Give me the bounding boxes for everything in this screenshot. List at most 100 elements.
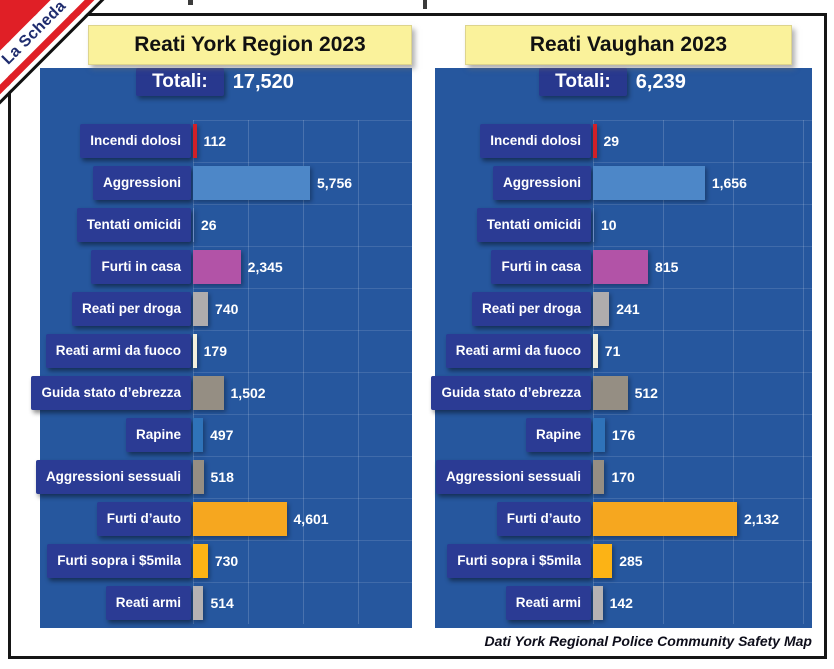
corner-ribbon: La Scheda	[0, 0, 118, 118]
chart-row: Reati per droga 740	[40, 288, 412, 330]
bar	[193, 376, 224, 410]
chart-row: Furti d’auto 4,601	[40, 498, 412, 540]
bar	[593, 292, 610, 326]
category-label: Aggressioni	[492, 166, 591, 200]
category-label: Rapine	[125, 418, 191, 452]
bar-value: 142	[609, 595, 633, 611]
bar-value: 497	[210, 427, 234, 443]
bar-value: 740	[215, 301, 239, 317]
bar-value: 29	[603, 133, 620, 149]
chart-row: Tentati omicidi 10	[435, 204, 812, 246]
bar-value: 2,345	[247, 259, 283, 275]
chart-row: Tentati omicidi 26	[40, 204, 412, 246]
category-label: Furti sopra i $5mila	[447, 544, 591, 578]
category-label: Furti d’auto	[496, 502, 591, 536]
chart-row: Furti in casa 815	[435, 246, 812, 288]
bar	[193, 250, 241, 284]
bar	[193, 292, 209, 326]
bar-value: 730	[214, 553, 239, 569]
total-row: Totali: 6,239	[435, 68, 812, 118]
bar-value: 1,656	[711, 175, 747, 191]
bar-value: 518	[210, 469, 234, 485]
bar-value: 170	[611, 469, 635, 485]
chart-row: Reati armi 514	[40, 582, 412, 624]
chart-row: Reati per droga 241	[435, 288, 812, 330]
chart-row: Aggressioni sessuali 518	[35, 456, 412, 498]
data-source-caption: Dati York Regional Police Community Safe…	[484, 633, 812, 649]
bar-value: 176	[611, 427, 636, 443]
category-label: Furti in casa	[491, 250, 591, 284]
bar	[593, 124, 597, 158]
bar-value: 512	[634, 385, 658, 401]
gridlines	[593, 120, 812, 624]
chart-row: Guida stato d’ebrezza 512	[431, 372, 812, 414]
category-label: Furti sopra i $5mila	[47, 544, 191, 578]
category-label: Reati per droga	[471, 292, 591, 326]
gridlines	[193, 120, 412, 624]
bar-value: 514	[210, 595, 234, 611]
bar	[593, 586, 603, 620]
bar-value: 1,502	[230, 385, 266, 401]
chart-row: Reati armi da fuoco 179	[40, 330, 412, 372]
chart-row: Aggressioni 1,656	[435, 162, 812, 204]
chart-row: Furti sopra i $5mila 285	[435, 540, 812, 582]
category-label: Incendi dolosi	[480, 124, 591, 158]
bar-value: 2,132	[744, 511, 780, 527]
bar	[593, 250, 649, 284]
bar	[593, 334, 598, 368]
category-label: Reati per droga	[71, 292, 191, 326]
bar	[593, 376, 628, 410]
bar-value: 815	[655, 259, 679, 275]
bar-value: 5,756	[317, 175, 353, 191]
category-label: Reati armi da fuoco	[445, 334, 591, 368]
bar-value: 241	[616, 301, 640, 317]
category-label: Guida stato d’ebrezza	[31, 376, 191, 410]
chart-row: Furti in casa 2,345	[40, 246, 412, 288]
category-label: Incendi dolosi	[80, 124, 191, 158]
bar-value: 112	[203, 133, 227, 149]
category-label: Guida stato d’ebrezza	[431, 376, 591, 410]
chart-row: Guida stato d’ebrezza 1,502	[31, 372, 412, 414]
bar	[193, 460, 204, 494]
bar-rows: Incendi dolosi 29 Aggressioni 1,656 Tentati …	[431, 120, 812, 624]
category-label: Reati armi	[505, 586, 591, 620]
category-label: Aggressioni sessuali	[35, 460, 191, 494]
bar	[193, 418, 204, 452]
chart-title-york: Reati York Region 2023	[88, 25, 412, 65]
chart-row: Aggressioni 5,756	[40, 162, 412, 204]
chart-row: Reati armi da fuoco 71	[435, 330, 812, 372]
category-label: Tentati omicidi	[76, 208, 191, 242]
chart-row: Rapine 497	[40, 414, 412, 456]
corner-ribbon-stack: La Scheda	[0, 0, 118, 118]
bar	[193, 334, 197, 368]
bar	[593, 460, 605, 494]
category-label: Reati armi da fuoco	[45, 334, 191, 368]
category-label: Aggressioni sessuali	[435, 460, 591, 494]
category-label: Furti in casa	[91, 250, 191, 284]
bar-value: 71	[604, 343, 621, 359]
bar-value: 179	[203, 343, 227, 359]
chart-row: Incendi dolosi 112	[40, 120, 412, 162]
bar	[193, 502, 287, 536]
bar	[193, 124, 197, 158]
chart-panel-vaughan: Totali: 6,239 Incendi dolosi 29 Aggression…	[431, 68, 812, 628]
total-label: Totali:	[539, 68, 627, 96]
total-label: Totali:	[136, 68, 224, 96]
chart-row: Furti sopra i $5mila 730	[40, 540, 412, 582]
total-row: Totali: 17,520	[40, 68, 412, 118]
bar-value: 4,601	[293, 511, 329, 527]
category-label: Aggressioni	[92, 166, 191, 200]
category-label: Rapine	[525, 418, 591, 452]
scan-artifact	[423, 0, 427, 9]
chart-title-vaughan: Reati Vaughan 2023	[465, 25, 792, 65]
bar-rows: Incendi dolosi 112 Aggressioni 5,756 Tentati…	[31, 120, 412, 624]
chart-row: Aggressioni sessuali 170	[435, 456, 812, 498]
bar-value: 10	[601, 217, 617, 233]
bar-value: 285	[619, 553, 643, 569]
bar	[593, 502, 737, 536]
chart-row: Furti d’auto 2,132	[435, 498, 812, 540]
chart-row: Reati armi 142	[435, 582, 812, 624]
bar	[593, 418, 605, 452]
bar	[193, 586, 204, 620]
total-value: 6,239	[635, 71, 686, 93]
